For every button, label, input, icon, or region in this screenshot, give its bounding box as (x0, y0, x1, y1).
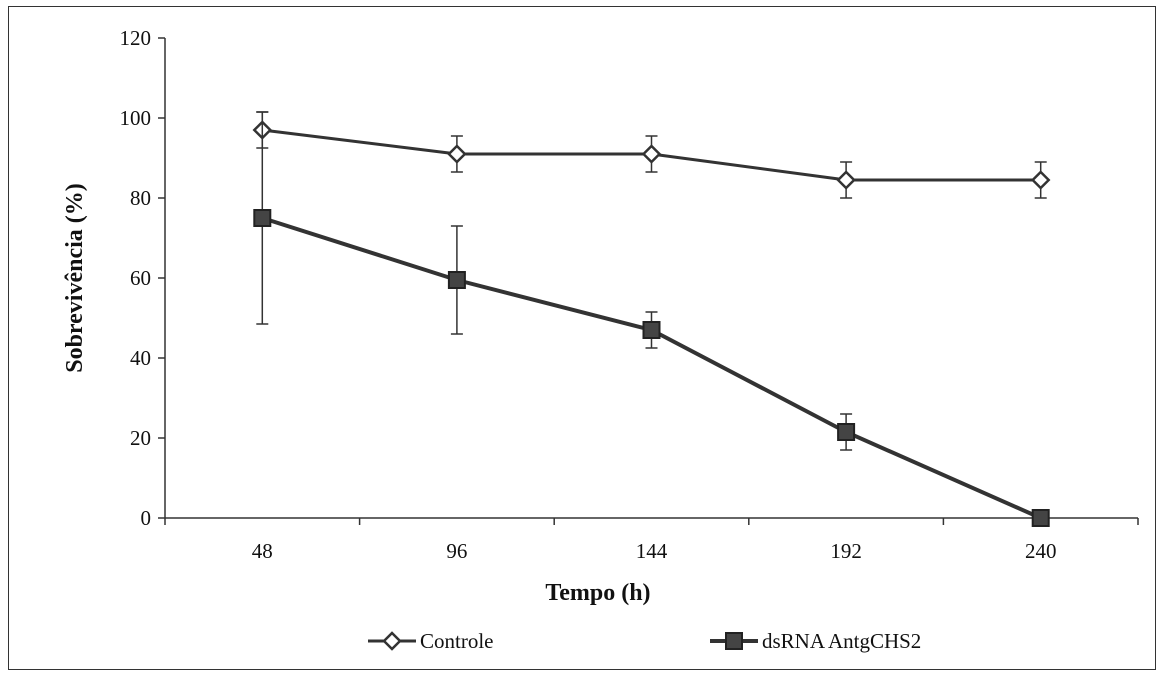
x-tick-label: 192 (830, 539, 862, 563)
legend-marker (725, 632, 743, 650)
y-tick-label: 80 (130, 186, 151, 210)
y-tick-label: 60 (130, 266, 151, 290)
legend-item: Controle (368, 629, 494, 653)
y-tick-label: 40 (130, 346, 151, 370)
x-tick-label: 240 (1025, 539, 1057, 563)
x-axis-title: Tempo (h) (545, 580, 650, 606)
data-point (642, 321, 661, 339)
legend-marker (382, 631, 402, 651)
data-point (447, 144, 467, 164)
data-point (447, 271, 466, 289)
data-point (837, 423, 856, 441)
data-point (253, 209, 272, 227)
y-tick-label: 120 (120, 26, 152, 50)
data-point (641, 144, 662, 164)
data-point (1031, 509, 1050, 527)
axes (164, 38, 1138, 519)
legend-item: dsRNA AntgCHS2 (710, 629, 921, 653)
series-1 (252, 111, 1051, 199)
legend-label: Controle (420, 629, 494, 653)
x-tick-label: 96 (446, 539, 467, 563)
y-axis-title: Sobrevivência (%) (62, 183, 88, 373)
x-tick-label: 48 (252, 539, 273, 563)
legend-label: dsRNA AntgCHS2 (762, 629, 921, 653)
data-point (1030, 170, 1051, 190)
data-point (836, 170, 856, 190)
y-tick-label: 0 (141, 506, 152, 530)
x-axis-ticks: 48 96 144 192 240 (164, 518, 1139, 563)
y-axis-ticks: 0 20 40 60 80 100 120 (120, 26, 165, 530)
series-2 (253, 111, 1050, 527)
series-line (261, 216, 1042, 520)
y-tick-label: 100 (120, 106, 152, 130)
x-tick-label: 144 (636, 539, 668, 563)
legend: Controle dsRNA AntgCHS2 (368, 629, 921, 653)
y-tick-label: 20 (130, 426, 151, 450)
chart-frame (8, 6, 1156, 670)
series-layer (252, 111, 1051, 527)
